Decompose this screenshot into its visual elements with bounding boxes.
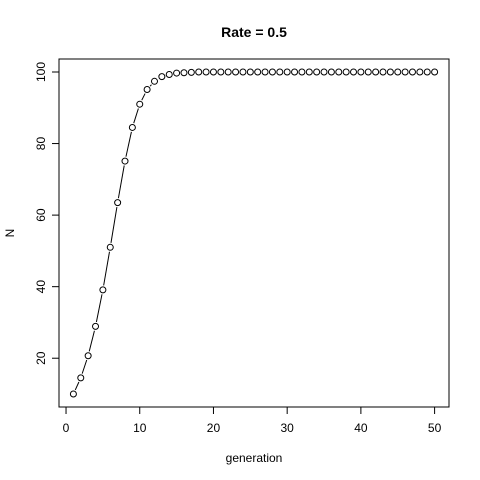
- line-segment: [95, 294, 103, 323]
- data-point: [217, 68, 225, 76]
- data-point: [357, 68, 365, 76]
- x-tick-label: 50: [428, 421, 442, 435]
- data-point: [394, 68, 402, 76]
- data-point: [276, 68, 284, 76]
- data-point: [283, 68, 291, 76]
- line-segment: [133, 108, 139, 124]
- data-point: [431, 68, 439, 76]
- data-point: [99, 286, 107, 294]
- data-point: [335, 68, 343, 76]
- data-point: [180, 69, 188, 77]
- data-point: [114, 199, 122, 207]
- data-point: [298, 68, 306, 76]
- data-point: [158, 73, 166, 81]
- data-point: [69, 390, 77, 398]
- series-line: [74, 84, 152, 391]
- line-segment: [141, 93, 146, 101]
- data-point: [364, 68, 372, 76]
- line-segment: [103, 251, 110, 286]
- data-point: [268, 68, 276, 76]
- data-point: [423, 68, 431, 76]
- data-point: [379, 68, 387, 76]
- line-segment: [125, 131, 132, 157]
- data-point: [342, 68, 350, 76]
- data-point: [372, 68, 380, 76]
- data-point: [401, 68, 409, 76]
- data-point: [84, 352, 92, 360]
- x-tick-label: 20: [207, 421, 221, 435]
- y-axis-label: N: [3, 229, 17, 238]
- data-point: [209, 68, 217, 76]
- data-point: [246, 68, 254, 76]
- y-tick-label: 40: [34, 280, 48, 294]
- data-point: [261, 68, 269, 76]
- y-tick-label: 80: [34, 137, 48, 151]
- plot-frame: [58, 58, 450, 408]
- data-point: [136, 100, 144, 108]
- x-tick-label: 10: [133, 421, 147, 435]
- data-point: [77, 374, 85, 382]
- x-tick-label: 0: [63, 421, 70, 435]
- data-point: [165, 71, 173, 79]
- x-tick-label: 40: [354, 421, 368, 435]
- data-point: [121, 157, 129, 165]
- data-point: [150, 77, 158, 85]
- line-segment: [110, 206, 118, 243]
- x-tick-label: 30: [280, 421, 294, 435]
- x-axis: 0 10 20 30 40 50: [63, 406, 442, 435]
- data-point: [143, 86, 151, 94]
- line-segment: [149, 84, 152, 87]
- data-point: [254, 68, 262, 76]
- line-segment: [74, 381, 80, 391]
- series-points: [69, 68, 439, 398]
- data-point: [239, 68, 247, 76]
- line-segment: [81, 359, 88, 374]
- data-point: [416, 68, 424, 76]
- data-point: [408, 68, 416, 76]
- data-point: [224, 68, 232, 76]
- data-point: [291, 68, 299, 76]
- chart-title: Rate = 0.5: [221, 24, 287, 40]
- data-point: [173, 69, 181, 77]
- data-point: [232, 68, 240, 76]
- line-segment: [117, 165, 125, 199]
- data-point: [327, 68, 335, 76]
- data-point: [195, 68, 203, 76]
- line-segment: [88, 330, 95, 352]
- data-point: [187, 68, 195, 76]
- y-axis: 20 40 60 80 100: [34, 62, 60, 365]
- x-axis-label: generation: [226, 451, 283, 465]
- data-point: [386, 68, 394, 76]
- data-point: [305, 68, 313, 76]
- data-point: [128, 123, 136, 131]
- data-point: [313, 68, 321, 76]
- y-tick-label: 20: [34, 351, 48, 365]
- data-point: [320, 68, 328, 76]
- data-point: [350, 68, 358, 76]
- data-point: [92, 322, 100, 330]
- data-point: [106, 243, 114, 251]
- y-tick-label: 60: [34, 208, 48, 222]
- data-point: [202, 68, 210, 76]
- y-tick-label: 100: [34, 62, 48, 82]
